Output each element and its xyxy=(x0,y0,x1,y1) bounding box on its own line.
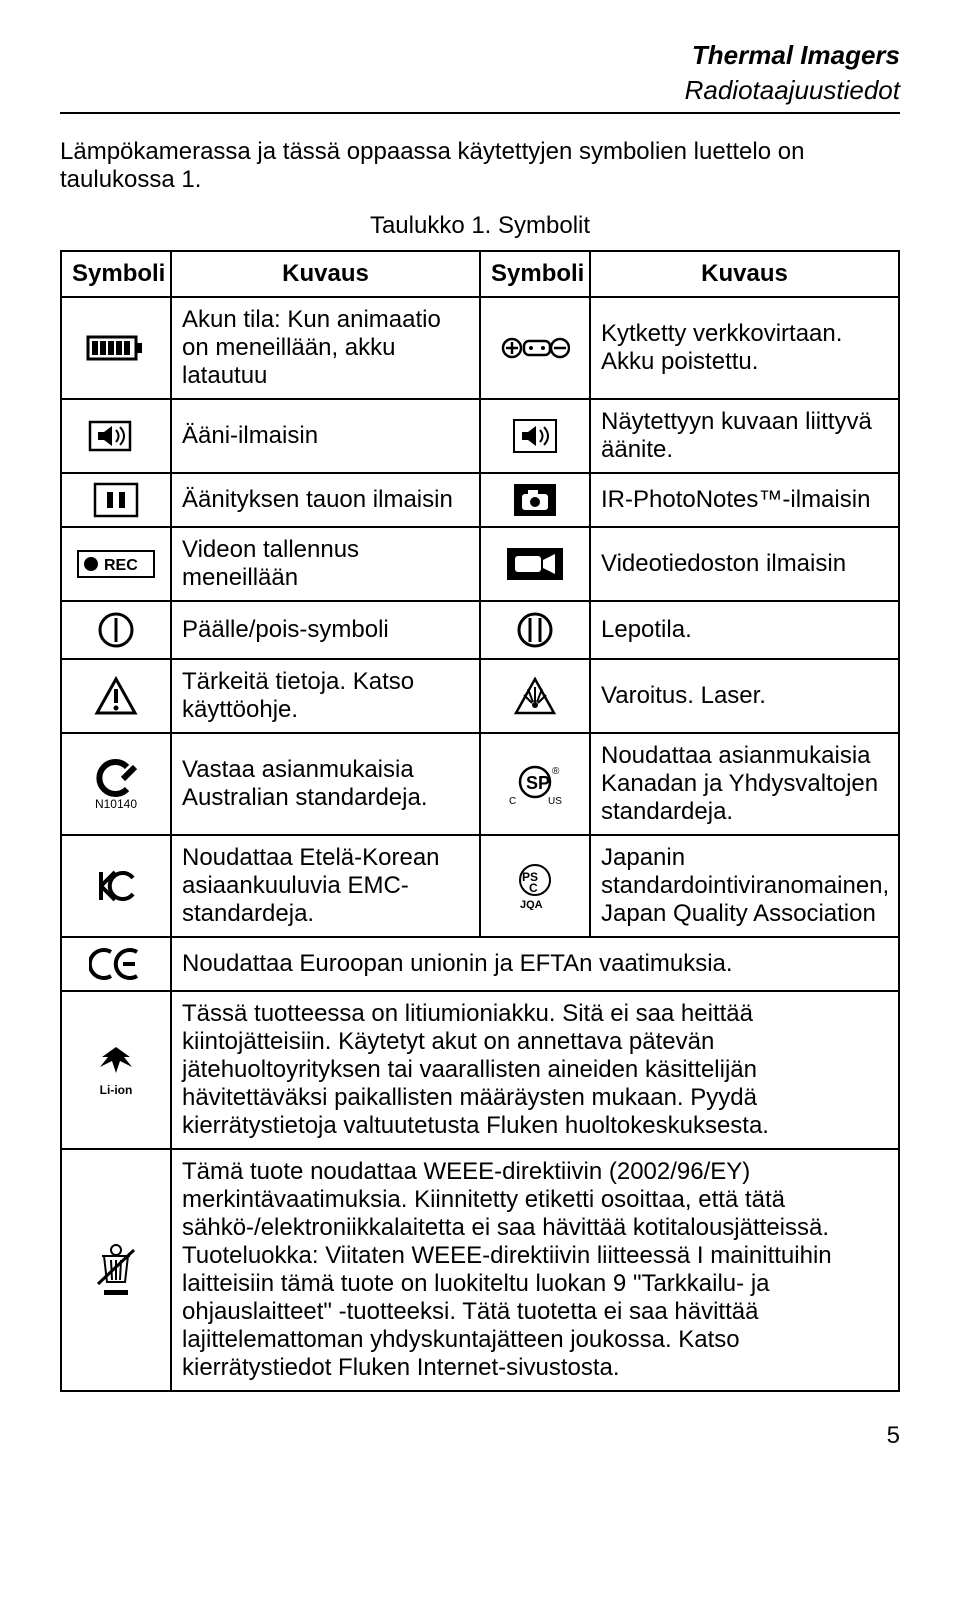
video-file-icon xyxy=(480,527,590,601)
laser-warning-icon xyxy=(480,659,590,733)
desc-rec: Videon tallennus meneillään xyxy=(171,527,480,601)
warning-icon xyxy=(61,659,171,733)
table-row: Tärkeitä tietoja. Katso käyttöohje. Varo… xyxy=(61,659,899,733)
liion-icon: Li-ion xyxy=(61,991,171,1149)
svg-text:SP: SP xyxy=(526,773,550,793)
table-row: N10140 Vastaa asianmukaisia Australian s… xyxy=(61,733,899,835)
desc-pause: Äänityksen tauon ilmaisin xyxy=(171,473,480,527)
table-row: Li-ion Tässä tuotteessa on litiumioniakk… xyxy=(61,991,899,1149)
sleep-icon xyxy=(480,601,590,659)
ac-power-icon xyxy=(480,297,590,399)
desc-korea: Noudattaa Etelä-Korean asiaankuuluvia EM… xyxy=(171,835,480,937)
desc-photonotes: IR-PhotoNotes™-ilmaisin xyxy=(590,473,899,527)
liion-label: Li-ion xyxy=(72,1083,160,1097)
svg-text:C: C xyxy=(509,796,516,806)
pause-icon xyxy=(61,473,171,527)
table-row: Akun tila: Kun animaatio on meneillään, … xyxy=(61,297,899,399)
photonotes-icon xyxy=(480,473,590,527)
svg-text:REC: REC xyxy=(104,557,138,574)
rec-icon: REC xyxy=(61,527,171,601)
table-header-row: Symboli Kuvaus Symboli Kuvaus xyxy=(61,251,899,297)
weee-icon xyxy=(61,1149,171,1391)
battery-icon xyxy=(61,297,171,399)
desc-sleep: Lepotila. xyxy=(590,601,899,659)
table-caption: Taulukko 1. Symbolit xyxy=(60,212,900,240)
audio-attached-icon xyxy=(480,399,590,473)
desc-japan: Japanin standardointiviranomainen, Japan… xyxy=(590,835,899,937)
symbols-table: Symboli Kuvaus Symboli Kuvaus Akun tila:… xyxy=(60,250,900,1392)
desc-ac: Kytketty verkkovirtaan. Akku poistettu. xyxy=(590,297,899,399)
c-tick-icon: N10140 xyxy=(61,733,171,835)
table-row: REC Videon tallennus meneillään Videotie… xyxy=(61,527,899,601)
aus-code-label: N10140 xyxy=(72,797,160,811)
desc-warning: Tärkeitä tietoja. Katso käyttöohje. xyxy=(171,659,480,733)
desc-audio-att: Näytettyyn kuvaan liittyvä äänite. xyxy=(590,399,899,473)
table-row: Ääni-ilmaisin Näytettyyn kuvaan liittyvä… xyxy=(61,399,899,473)
table-row: Noudattaa Euroopan unionin ja EFTAn vaat… xyxy=(61,937,899,991)
desc-laser: Varoitus. Laser. xyxy=(590,659,899,733)
th-desc2: Kuvaus xyxy=(590,251,899,297)
desc-ce: Noudattaa Euroopan unionin ja EFTAn vaat… xyxy=(171,937,899,991)
svg-text:®: ® xyxy=(552,766,560,777)
desc-weee: Tämä tuote noudattaa WEEE-direktiivin (2… xyxy=(171,1149,899,1391)
page-number: 5 xyxy=(60,1422,900,1450)
header-subtitle: Radiotaajuustiedot xyxy=(60,75,900,114)
desc-power: Päälle/pois-symboli xyxy=(171,601,480,659)
table-row: Äänityksen tauon ilmaisin IR-PhotoNotes™… xyxy=(61,473,899,527)
svg-text:C: C xyxy=(529,881,538,895)
kc-icon xyxy=(61,835,171,937)
header-title: Thermal Imagers xyxy=(60,40,900,71)
desc-liion: Tässä tuotteessa on litiumioniakku. Sitä… xyxy=(171,991,899,1149)
th-sym1: Symboli xyxy=(61,251,171,297)
desc-video: Videotiedoston ilmaisin xyxy=(590,527,899,601)
th-sym2: Symboli xyxy=(480,251,590,297)
desc-audio-ind: Ääni-ilmaisin xyxy=(171,399,480,473)
table-row: Päälle/pois-symboli Lepotila. xyxy=(61,601,899,659)
csa-icon: SP C US ® xyxy=(480,733,590,835)
desc-aus: Vastaa asianmukaisia Australian standard… xyxy=(171,733,480,835)
power-icon xyxy=(61,601,171,659)
ce-icon xyxy=(61,937,171,991)
table-row: Noudattaa Etelä-Korean asiaankuuluvia EM… xyxy=(61,835,899,937)
table-row: Tämä tuote noudattaa WEEE-direktiivin (2… xyxy=(61,1149,899,1391)
svg-text:US: US xyxy=(548,796,562,806)
th-desc1: Kuvaus xyxy=(171,251,480,297)
jqa-icon: PSCJQA xyxy=(480,835,590,937)
svg-text:JQA: JQA xyxy=(520,899,543,910)
intro-text: Lämpökamerassa ja tässä oppaassa käytett… xyxy=(60,138,900,194)
desc-battery: Akun tila: Kun animaatio on meneillään, … xyxy=(171,297,480,399)
audio-indicator-icon xyxy=(61,399,171,473)
desc-csa: Noudattaa asianmukaisia Kanadan ja Yhdys… xyxy=(590,733,899,835)
